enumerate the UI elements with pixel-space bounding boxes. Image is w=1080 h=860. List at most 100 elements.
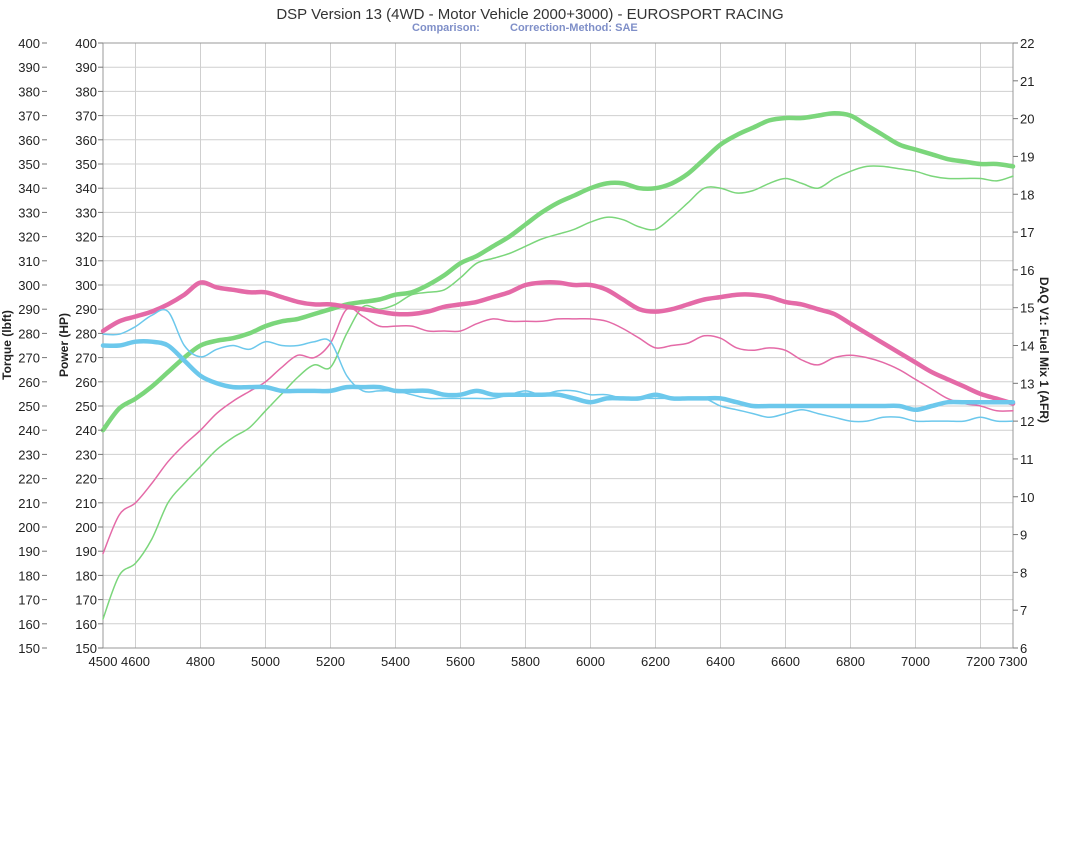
power-tick-label: 240 — [75, 423, 97, 438]
torque-tick-label: 360 — [18, 133, 40, 148]
power-tick-label: 360 — [75, 133, 97, 148]
plot-frame — [102, 42, 1014, 649]
grid — [102, 42, 1014, 649]
power-tick-label: 290 — [75, 302, 97, 317]
afr-tick-label: 22 — [1020, 36, 1034, 51]
afr-tick-label: 13 — [1020, 376, 1034, 391]
chart-title: DSP Version 13 (4WD - Motor Vehicle 2000… — [276, 6, 783, 23]
x-tick-label: 5000 — [251, 654, 280, 669]
power-tick-label: 310 — [75, 254, 97, 269]
torque-tick-label: 240 — [18, 423, 40, 438]
power-run-2-line — [102, 165, 1014, 620]
torque-tick-label: 260 — [18, 375, 40, 390]
afr-tick-label: 11 — [1020, 452, 1034, 467]
torque-tick-label: 190 — [18, 544, 40, 559]
power-tick-label: 280 — [75, 326, 97, 341]
afr-tick-label: 20 — [1020, 112, 1034, 127]
afr-tick-label: 12 — [1020, 414, 1034, 429]
power-tick-label: 230 — [75, 447, 97, 462]
power-tick-label: 350 — [75, 157, 97, 172]
power-tick-label: 180 — [75, 568, 97, 583]
torque-tick-label: 320 — [18, 230, 40, 245]
afr-tick-label: 19 — [1020, 149, 1034, 164]
afr-tick-label: 8 — [1020, 565, 1027, 580]
power-tick-label: 330 — [75, 205, 97, 220]
afr-tick-label: 15 — [1020, 301, 1034, 316]
power-tick-label: 380 — [75, 84, 97, 99]
torque-tick-label: 310 — [18, 254, 40, 269]
torque-tick-label: 300 — [18, 278, 40, 293]
x-tick-label: 5400 — [381, 654, 410, 669]
torque-tick-label: 150 — [18, 641, 40, 656]
x-tick-label: 4600 — [121, 654, 150, 669]
x-tick-label: 4800 — [186, 654, 215, 669]
afr-tick-label: 21 — [1020, 74, 1034, 89]
power-run-1-line — [100, 110, 1016, 433]
power-tick-label: 170 — [75, 593, 97, 608]
power-tick-label: 160 — [75, 617, 97, 632]
x-tick-label: 4500 — [89, 654, 118, 669]
torque-axis-label: Torque (lbft) — [0, 310, 14, 380]
power-tick-label: 250 — [75, 399, 97, 414]
torque-tick-label: 200 — [18, 520, 40, 535]
x-tick-label: 5200 — [316, 654, 345, 669]
power-tick-label: 270 — [75, 351, 97, 366]
x-tick-label: 6400 — [706, 654, 735, 669]
torque-run-1-line — [100, 280, 1016, 406]
afr-run-1-line — [100, 339, 1016, 413]
power-tick-label: 370 — [75, 109, 97, 124]
afr-tick-label: 16 — [1020, 263, 1034, 278]
torque-tick-label: 330 — [18, 205, 40, 220]
power-axis-label: Power (HP) — [57, 313, 71, 377]
torque-tick-label: 250 — [18, 399, 40, 414]
x-tick-label: 6000 — [576, 654, 605, 669]
torque-tick-label: 340 — [18, 181, 40, 196]
x-tick-label: 6200 — [641, 654, 670, 669]
afr-tick-label: 7 — [1020, 603, 1027, 618]
power-tick-label: 260 — [75, 375, 97, 390]
afr-axis-label: DAQ V1: Fuel Mix 1 (AFR) — [1037, 277, 1051, 423]
afr-tick-label: 9 — [1020, 528, 1027, 543]
x-tick-label: 6800 — [836, 654, 865, 669]
torque-tick-label: 390 — [18, 60, 40, 75]
afr-tick-label: 14 — [1020, 339, 1034, 354]
series-layer — [100, 110, 1016, 620]
torque-tick-label: 350 — [18, 157, 40, 172]
subtitle-correction-method: Correction-Method: SAE — [510, 22, 638, 34]
torque-tick-label: 160 — [18, 617, 40, 632]
afr-tick-label: 6 — [1020, 641, 1027, 656]
subtitle-comparison: Comparison: — [412, 22, 480, 34]
power-tick-label: 220 — [75, 472, 97, 487]
torque-tick-label: 180 — [18, 568, 40, 583]
power-tick-label: 210 — [75, 496, 97, 511]
torque-tick-label: 210 — [18, 496, 40, 511]
afr-tick-label: 17 — [1020, 225, 1034, 240]
power-tick-label: 340 — [75, 181, 97, 196]
torque-tick-label: 370 — [18, 109, 40, 124]
power-tick-label: 320 — [75, 230, 97, 245]
afr-run-2-line — [102, 308, 1014, 423]
torque-tick-label: 230 — [18, 447, 40, 462]
afr-tick-label: 10 — [1020, 490, 1034, 505]
torque-tick-label: 290 — [18, 302, 40, 317]
x-tick-label: 5600 — [446, 654, 475, 669]
tick-layer: 4500 4600 4800 5000 5200 5400 5600 5800 6000 6200… — [18, 36, 1034, 669]
torque-tick-label: 380 — [18, 84, 40, 99]
power-tick-label: 150 — [75, 641, 97, 656]
torque-tick-label: 170 — [18, 593, 40, 608]
torque-tick-label: 270 — [18, 351, 40, 366]
torque-tick-label: 220 — [18, 472, 40, 487]
x-tick-label: 7300 — [999, 654, 1028, 669]
x-tick-label: 6600 — [771, 654, 800, 669]
torque-tick-label: 400 — [18, 36, 40, 51]
x-tick-label: 5800 — [511, 654, 540, 669]
x-tick-label: 7000 — [901, 654, 930, 669]
power-tick-label: 200 — [75, 520, 97, 535]
power-tick-label: 400 — [75, 36, 97, 51]
torque-tick-label: 280 — [18, 326, 40, 341]
power-tick-label: 300 — [75, 278, 97, 293]
x-tick-label: 7200 — [966, 654, 995, 669]
power-tick-label: 190 — [75, 544, 97, 559]
afr-tick-label: 18 — [1020, 187, 1034, 202]
